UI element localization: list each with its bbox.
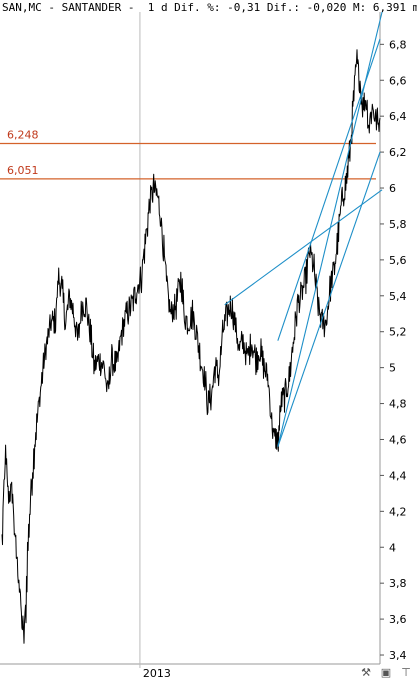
y-tick-label: 4,6: [389, 433, 407, 446]
y-tick-label: 4,4: [389, 469, 407, 482]
horizontal-level-label: 6,051: [7, 164, 39, 177]
y-tick-label: 5,8: [389, 218, 407, 231]
trendlines[interactable]: [224, 11, 383, 447]
x-axis: 2013: [139, 12, 171, 680]
y-tick-label: 3,4: [389, 649, 407, 662]
wrench-icon[interactable]: ⚒: [361, 665, 371, 679]
horizontal-levels[interactable]: 6,248 6,051: [0, 128, 376, 180]
trendline: [277, 11, 383, 447]
y-tick-label: 6: [389, 182, 396, 195]
trendline: [277, 38, 381, 341]
grid-lines: [0, 12, 381, 665]
trendline: [224, 189, 383, 306]
trendline: [277, 151, 381, 447]
chart-toolbar: ⚒ ▣ ⊤: [359, 665, 413, 679]
y-tick-label: 4,2: [389, 505, 407, 518]
y-tick-label: 6,2: [389, 146, 407, 159]
y-tick-label: 3,8: [389, 577, 407, 590]
price-series: [1, 49, 381, 644]
y-tick-label: 5: [389, 362, 396, 375]
y-tick-label: 6,6: [389, 74, 407, 87]
pin-icon[interactable]: ⊤: [401, 665, 411, 679]
horizontal-level-label: 6,248: [7, 128, 39, 141]
save-icon[interactable]: ▣: [380, 665, 392, 679]
y-tick-label: 5,4: [389, 290, 407, 303]
y-tick-label: 3,6: [389, 613, 407, 626]
y-tick-label: 6,4: [389, 110, 407, 123]
y-axis: 3,4 3,6 3,8 4 4,2 4,4 4,6 4,8 5 5,2 5,4 5,6 5,8 6 6,2 6…: [380, 38, 407, 662]
y-tick-label: 5,6: [389, 254, 407, 267]
y-tick-label: 4: [389, 541, 396, 554]
chart-header: SAN,MC - SANTANDER - 1 d Dif. %: -0,31 D…: [2, 1, 417, 14]
x-tick-label: 2013: [143, 667, 171, 680]
price-line: [1, 49, 381, 644]
y-tick-label: 6,8: [389, 38, 407, 51]
y-tick-label: 4,8: [389, 398, 407, 411]
y-tick-label: 5,2: [389, 326, 407, 339]
